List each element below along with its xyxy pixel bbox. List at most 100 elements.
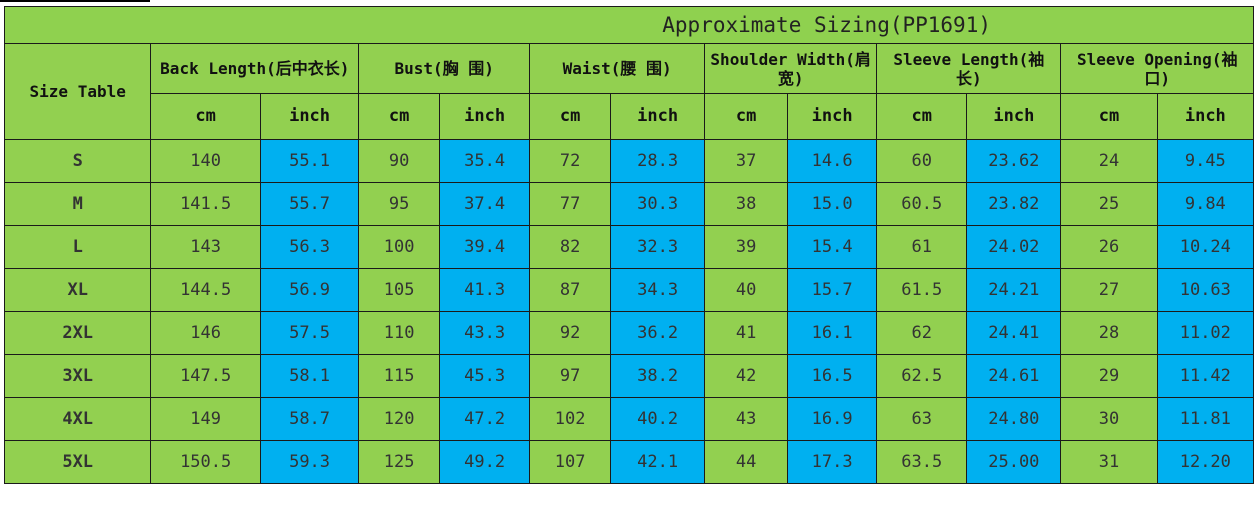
inch-value-cell: 23.82 — [966, 182, 1062, 226]
size-label-cell: 5XL — [3, 440, 152, 484]
inch-value-cell: 36.2 — [610, 311, 706, 355]
cm-value-cell: 141.5 — [150, 182, 261, 226]
inch-value-cell: 15.4 — [787, 225, 878, 269]
inch-value-cell: 10.63 — [1156, 268, 1255, 312]
inch-value-cell: 56.9 — [259, 268, 360, 312]
table-row: 3XL 147.5 58.1 115 45.3 97 38.2 42 16.5 62.5 24.61… — [3, 354, 1255, 398]
unit-inch-header: inch — [439, 93, 531, 140]
cm-value-cell: 40 — [704, 268, 789, 312]
header-sleeve-opening: Sleeve Opening(袖 口) — [1060, 43, 1254, 94]
inch-value-cell: 14.6 — [787, 139, 878, 183]
unit-cm-header: cm — [150, 93, 261, 140]
inch-value-cell: 24.80 — [966, 397, 1062, 441]
cm-value-cell: 100 — [358, 225, 441, 269]
inch-value-cell: 49.2 — [439, 440, 531, 484]
unit-cm-header: cm — [1060, 93, 1158, 140]
cm-value-cell: 146 — [150, 311, 261, 355]
cm-value-cell: 37 — [704, 139, 789, 183]
cm-value-cell: 95 — [358, 182, 441, 226]
inch-value-cell: 10.24 — [1156, 225, 1255, 269]
inch-value-cell: 35.4 — [439, 139, 531, 183]
cm-value-cell: 77 — [529, 182, 612, 226]
cm-value-cell: 90 — [358, 139, 441, 183]
header-bust: Bust(胸 围) — [358, 43, 531, 94]
cm-value-cell: 63.5 — [876, 440, 968, 484]
inch-value-cell: 34.3 — [610, 268, 706, 312]
table-row: XL 144.5 56.9 105 41.3 87 34.3 40 15.7 61.5 24.21 2… — [3, 268, 1255, 312]
inch-value-cell: 12.20 — [1156, 440, 1255, 484]
cm-value-cell: 105 — [358, 268, 441, 312]
cm-value-cell: 149 — [150, 397, 261, 441]
unit-cm-header: cm — [358, 93, 441, 140]
size-label-cell: 4XL — [3, 397, 152, 441]
inch-value-cell: 11.02 — [1156, 311, 1255, 355]
size-table-label: Size Table — [3, 43, 152, 140]
inch-value-cell: 59.3 — [259, 440, 360, 484]
cm-value-cell: 31 — [1060, 440, 1158, 484]
table-row: L 143 56.3 100 39.4 82 32.3 39 15.4 61 24.02 26 10.2… — [3, 225, 1255, 269]
cm-value-cell: 61.5 — [876, 268, 968, 312]
unit-inch-header: inch — [259, 93, 360, 140]
header-waist: Waist(腰 围) — [529, 43, 706, 94]
cm-value-cell: 87 — [529, 268, 612, 312]
inch-value-cell: 58.7 — [259, 397, 360, 441]
cm-value-cell: 38 — [704, 182, 789, 226]
cm-value-cell: 41 — [704, 311, 789, 355]
size-label-cell: 3XL — [3, 354, 152, 398]
cm-value-cell: 26 — [1060, 225, 1158, 269]
inch-value-cell: 17.3 — [787, 440, 878, 484]
cm-value-cell: 61 — [876, 225, 968, 269]
inch-value-cell: 24.02 — [966, 225, 1062, 269]
inch-value-cell: 55.7 — [259, 182, 360, 226]
inch-value-cell: 40.2 — [610, 397, 706, 441]
cm-value-cell: 140 — [150, 139, 261, 183]
inch-value-cell: 32.3 — [610, 225, 706, 269]
table-title: Approximate Sizing(PP1691) — [4, 6, 1254, 44]
cm-value-cell: 115 — [358, 354, 441, 398]
cm-value-cell: 27 — [1060, 268, 1158, 312]
inch-value-cell: 15.0 — [787, 182, 878, 226]
cm-value-cell: 60 — [876, 139, 968, 183]
unit-inch-header: inch — [787, 93, 878, 140]
unit-inch-header: inch — [966, 93, 1062, 140]
size-label-cell: S — [3, 139, 152, 183]
table-row: 5XL 150.5 59.3 125 49.2 107 42.1 44 17.3 63.5 25.0… — [3, 440, 1255, 484]
inch-value-cell: 37.4 — [439, 182, 531, 226]
cm-value-cell: 42 — [704, 354, 789, 398]
cm-value-cell: 92 — [529, 311, 612, 355]
cm-value-cell: 62.5 — [876, 354, 968, 398]
inch-value-cell: 42.1 — [610, 440, 706, 484]
inch-value-cell: 24.61 — [966, 354, 1062, 398]
inch-value-cell: 16.1 — [787, 311, 878, 355]
size-chart-table: Approximate Sizing(PP1691) Size Table Ba… — [3, 6, 1255, 484]
unit-cm-header: cm — [529, 93, 612, 140]
size-label-cell: XL — [3, 268, 152, 312]
cm-value-cell: 144.5 — [150, 268, 261, 312]
header-sleeve-length: Sleeve Length(袖 长) — [876, 43, 1062, 94]
table-row: M 141.5 55.7 95 37.4 77 30.3 38 15.0 60.5 23.82 25 9… — [3, 182, 1255, 226]
cm-value-cell: 147.5 — [150, 354, 261, 398]
cm-value-cell: 62 — [876, 311, 968, 355]
cm-value-cell: 43 — [704, 397, 789, 441]
cm-value-cell: 25 — [1060, 182, 1158, 226]
inch-value-cell: 23.62 — [966, 139, 1062, 183]
inch-value-cell: 24.41 — [966, 311, 1062, 355]
table-row: 2XL 146 57.5 110 43.3 92 36.2 41 16.1 62 24.41 28 11… — [3, 311, 1255, 355]
inch-value-cell: 24.21 — [966, 268, 1062, 312]
header-back-length: Back Length(后中衣长) — [150, 43, 360, 94]
table-row: S 140 55.1 90 35.4 72 28.3 37 14.6 60 23.62 24 9.45 — [3, 139, 1255, 183]
cm-value-cell: 150.5 — [150, 440, 261, 484]
cm-value-cell: 107 — [529, 440, 612, 484]
unit-inch-header: inch — [610, 93, 706, 140]
cm-value-cell: 102 — [529, 397, 612, 441]
unit-header-row: cm inch cm inch cm inch cm inch cm inch … — [5, 93, 1255, 140]
cm-value-cell: 97 — [529, 354, 612, 398]
corner-border-mark — [0, 0, 150, 2]
size-label-cell: M — [3, 182, 152, 226]
cm-value-cell: 143 — [150, 225, 261, 269]
inch-value-cell: 39.4 — [439, 225, 531, 269]
size-label-cell: L — [3, 225, 152, 269]
cm-value-cell: 82 — [529, 225, 612, 269]
size-rows: S 140 55.1 90 35.4 72 28.3 37 14.6 60 23.62 24 9.45 M… — [3, 139, 1255, 484]
inch-value-cell: 41.3 — [439, 268, 531, 312]
